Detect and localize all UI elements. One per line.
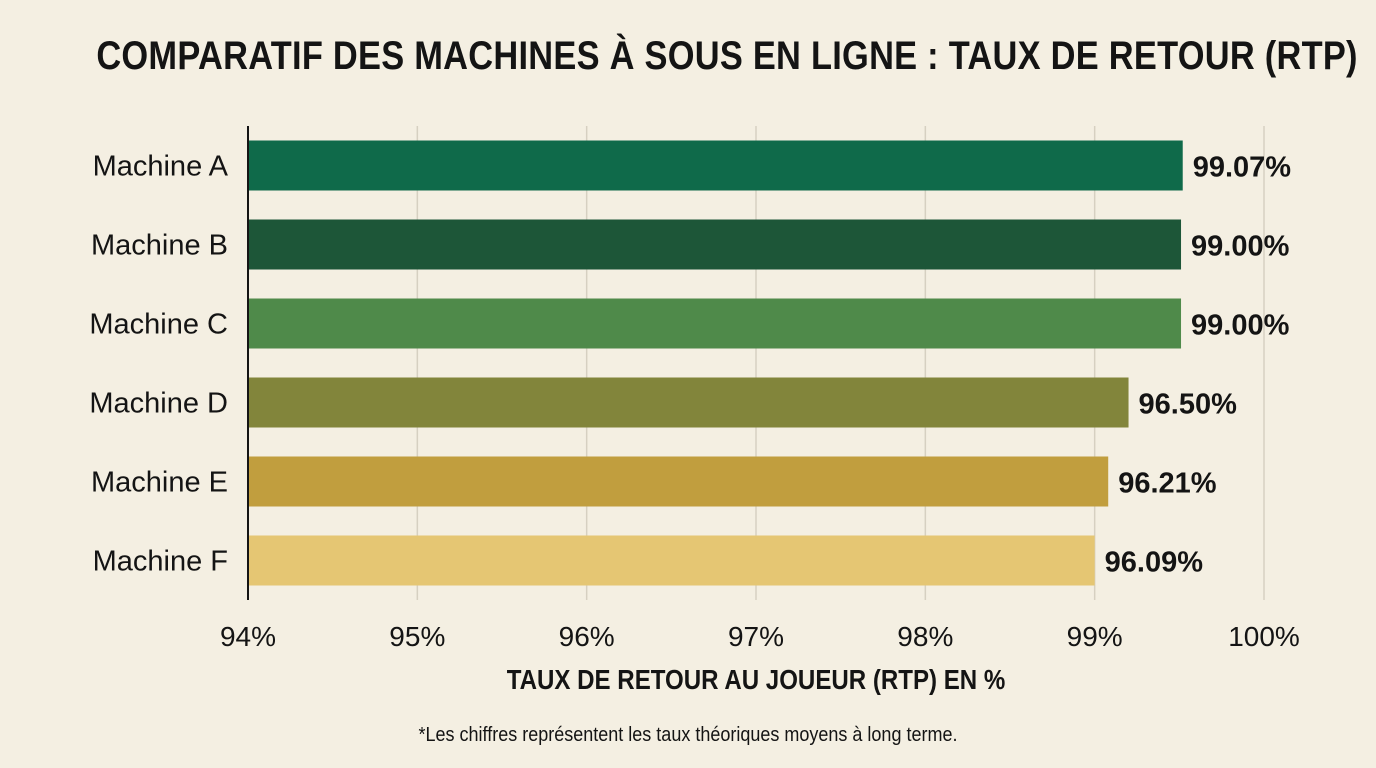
bar (248, 140, 1183, 191)
bar (248, 456, 1109, 507)
bar (248, 219, 1182, 270)
data-label: 99.00% (1191, 231, 1290, 263)
chart-title: COMPARATIF DES MACHINES À SOUS EN LIGNE … (96, 34, 1358, 78)
x-tick-label: 94% (220, 621, 276, 652)
category-label: Machine E (91, 467, 228, 499)
category-label: Machine A (93, 151, 229, 183)
x-tick-label: 98% (897, 621, 953, 652)
category-label: Machine D (89, 388, 228, 420)
data-label: 99.07% (1193, 152, 1292, 184)
bar (248, 377, 1129, 428)
bar (248, 535, 1095, 586)
x-axis-label: TAUX DE RETOUR AU JOUEUR (RTP) EN % (506, 664, 1006, 695)
data-label: 99.00% (1191, 310, 1290, 342)
data-label: 96.50% (1139, 389, 1238, 421)
category-label: Machine B (91, 230, 228, 262)
data-label: 96.09% (1105, 547, 1204, 579)
x-tick-label: 97% (728, 621, 784, 652)
footnote: *Les chiffres représentent les taux théo… (418, 724, 958, 746)
x-tick-label: 99% (1067, 621, 1123, 652)
x-tick-label: 96% (559, 621, 615, 652)
category-label: Machine F (93, 546, 228, 578)
bar (248, 298, 1182, 349)
category-label: Machine C (89, 309, 228, 341)
data-label: 96.21% (1118, 468, 1217, 500)
x-tick-label: 100% (1228, 621, 1300, 652)
x-tick-label: 95% (389, 621, 445, 652)
